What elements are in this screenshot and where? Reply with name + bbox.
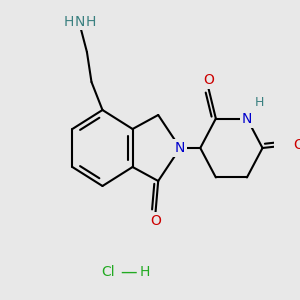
Text: N: N xyxy=(242,112,252,126)
Text: H: H xyxy=(140,265,150,279)
Text: O: O xyxy=(150,214,161,228)
Text: —: — xyxy=(120,263,136,281)
Text: O: O xyxy=(293,138,300,152)
Text: H: H xyxy=(85,15,96,29)
Text: O: O xyxy=(203,73,214,87)
Text: N: N xyxy=(175,141,185,155)
Text: H: H xyxy=(63,15,74,29)
Text: N: N xyxy=(74,15,85,29)
Text: Cl: Cl xyxy=(101,265,115,279)
Text: H: H xyxy=(254,96,264,109)
